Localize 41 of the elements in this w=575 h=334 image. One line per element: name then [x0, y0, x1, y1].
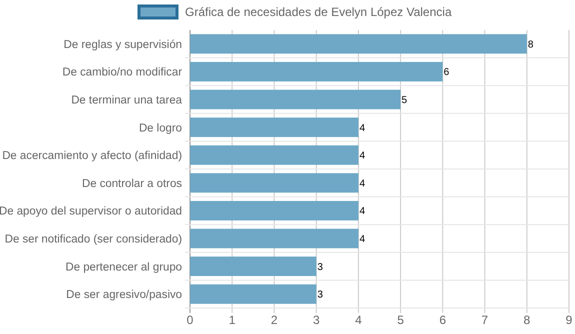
- data-label: 4: [359, 122, 366, 134]
- x-tick-label: 5: [397, 313, 404, 327]
- data-label: 3: [317, 290, 324, 301]
- y-tick-label: De ser notificado (ser considerado): [4, 233, 182, 246]
- bar: [190, 200, 358, 220]
- bar: [190, 118, 358, 138]
- y-tick-label: De reglas y supervisión: [64, 38, 182, 51]
- data-label: 4: [359, 150, 366, 162]
- x-tick-label: 1: [228, 313, 236, 327]
- x-tick-label: 7: [481, 313, 488, 327]
- data-label: 5: [402, 95, 408, 106]
- y-tick-label: De controlar a otros: [82, 178, 182, 190]
- bar: [190, 62, 443, 82]
- x-tick-label: 9: [566, 313, 573, 327]
- x-tick-label: 3: [312, 313, 320, 327]
- x-tick-label: 8: [524, 313, 531, 327]
- x-tick-label: 0: [186, 313, 194, 327]
- bar: [190, 256, 316, 276]
- x-tick-label: 4: [355, 313, 362, 327]
- y-tick-label: De logro: [138, 122, 182, 134]
- y-tick-label: De terminar una tarea: [71, 94, 183, 106]
- y-tick-label: De ser agresivo/pasivo: [66, 289, 182, 302]
- data-label: 4: [359, 206, 366, 218]
- data-label: 3: [317, 262, 324, 273]
- y-tick-label: De pertenecer al grupo: [65, 261, 182, 274]
- y-tick-label: De acercamiento y afecto (afinidad): [2, 150, 182, 162]
- bar: [190, 34, 527, 54]
- data-label: 8: [528, 39, 534, 50]
- bar: [190, 173, 358, 193]
- bar: [190, 284, 316, 304]
- data-label: 6: [444, 67, 450, 78]
- data-label: 4: [359, 178, 366, 190]
- data-label: 4: [359, 234, 366, 245]
- x-tick-label: 2: [270, 313, 278, 327]
- y-tick-label: De cambio/no modificar: [62, 66, 182, 79]
- y-tick-label: De apoyo del supervisor o autoridad: [0, 206, 182, 218]
- x-tick-label: 6: [439, 313, 446, 327]
- legend-label: Gráfica de necesidades de Evelyn López Valencia: [185, 5, 452, 20]
- bar: [190, 228, 358, 248]
- bar: [190, 145, 358, 165]
- bar: [190, 90, 401, 110]
